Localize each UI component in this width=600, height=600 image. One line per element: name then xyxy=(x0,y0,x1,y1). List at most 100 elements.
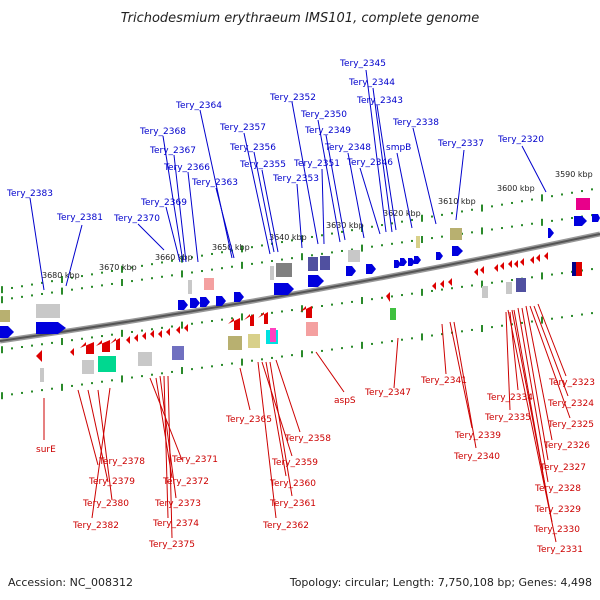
ruler-dot xyxy=(411,218,413,221)
ruler-tick xyxy=(181,321,183,329)
gene-label: Tery_2382 xyxy=(72,521,119,531)
ruler-tick xyxy=(121,279,123,287)
ruler-dot xyxy=(71,276,73,279)
ruler-tick xyxy=(301,305,303,313)
ruler-dot xyxy=(151,373,153,376)
ruler-dot xyxy=(351,345,353,348)
ruler-tick xyxy=(541,218,543,226)
ruler-label-3670: 3670 kbp xyxy=(99,263,137,272)
ruler-tick xyxy=(181,367,183,375)
gene-label: Tery_2361 xyxy=(269,499,316,509)
ruler-dot xyxy=(471,328,473,331)
ruler-dot xyxy=(111,333,113,336)
ruler-tick xyxy=(181,270,183,278)
ruler-dot xyxy=(461,330,463,333)
ruler-dot xyxy=(341,230,343,233)
gene-label: Tery_2364 xyxy=(175,101,222,111)
gene-label: Tery_2355 xyxy=(239,160,286,170)
ruler-tick xyxy=(241,358,243,366)
gene-label: Tery_2343 xyxy=(356,96,403,106)
gene-label: Tery_2375 xyxy=(148,540,195,550)
ruler-dot xyxy=(51,280,53,283)
ruler-dot xyxy=(561,218,563,221)
forward-features xyxy=(0,198,600,338)
ruler-dots-upper xyxy=(1,188,593,294)
ruler-tick xyxy=(361,341,363,349)
gene-label: Tery_2325 xyxy=(547,420,594,430)
ruler-dot xyxy=(271,311,273,314)
ruler-tick xyxy=(421,214,423,222)
ruler-dot xyxy=(371,298,373,301)
ruler-dot xyxy=(51,291,53,294)
gene-label: Tery_2357 xyxy=(219,123,266,133)
ruler-dot xyxy=(371,225,373,228)
map-title: Trichodesmium erythraeum IMS101, complet… xyxy=(121,11,480,26)
ruler-dot xyxy=(171,370,173,373)
ruler-dot xyxy=(451,212,453,215)
ruler-dot xyxy=(21,285,23,288)
ruler-dot xyxy=(351,229,353,232)
ruler-dot xyxy=(521,321,523,324)
ruler-dot xyxy=(581,190,583,193)
callout-lines-forward xyxy=(29,69,547,291)
ruler-dot xyxy=(511,201,513,204)
ruler-tick xyxy=(301,235,303,243)
ruler-dot xyxy=(521,200,523,203)
ruler-dot xyxy=(321,304,323,307)
ruler-dot xyxy=(91,382,93,385)
ruler-tick xyxy=(481,280,483,288)
ruler-dot xyxy=(291,354,293,357)
ruler-dot xyxy=(381,296,383,299)
ruler-dot xyxy=(291,309,293,312)
ruler-dot xyxy=(461,285,463,288)
ruler-dot xyxy=(201,270,203,273)
ruler-dot xyxy=(31,344,33,347)
ruler-dot xyxy=(501,280,503,283)
ruler-tick xyxy=(121,375,123,383)
ruler-dot xyxy=(101,380,103,383)
ruler-dot xyxy=(381,244,383,247)
ruler-label-3590: 3590 kbp xyxy=(555,170,593,179)
ruler-dot xyxy=(491,205,493,208)
gene-label: Tery_2372 xyxy=(162,477,209,487)
backbone xyxy=(0,231,600,344)
ruler-dot xyxy=(11,347,13,350)
ruler-dot xyxy=(401,220,403,223)
ruler-dot xyxy=(71,288,73,291)
ruler-dot xyxy=(161,261,163,264)
ruler-dot xyxy=(41,281,43,284)
ruler-dot xyxy=(201,321,203,324)
ruler-dot xyxy=(131,330,133,333)
ruler-dot xyxy=(81,383,83,386)
ruler-label-3620: 3620 kbp xyxy=(383,209,421,218)
ruler-dot xyxy=(331,232,333,235)
ruler-dot xyxy=(511,279,513,282)
ruler-dot xyxy=(341,347,343,350)
ruler-dot xyxy=(31,294,33,297)
ruler-tick xyxy=(301,350,303,358)
ruler-dot xyxy=(151,263,153,266)
ruler-dot xyxy=(211,268,213,271)
ruler-dot xyxy=(441,288,443,291)
ruler-dot xyxy=(91,273,93,276)
gene-label: Tery_2349 xyxy=(304,126,351,136)
ruler-dot xyxy=(501,203,503,206)
ruler-tick xyxy=(61,338,63,346)
ruler-dot xyxy=(201,366,203,369)
ruler-tick xyxy=(481,325,483,333)
gene-label: Tery_2373 xyxy=(154,499,201,509)
gene-label: Tery_2340 xyxy=(453,452,500,462)
reverse-gene-labels: surE Tery_2378 Tery_2379 Tery_2380 Tery_… xyxy=(36,376,595,555)
ruler-dot xyxy=(211,320,213,323)
ruler-dot xyxy=(281,310,283,313)
lane-dots-forward xyxy=(1,214,593,304)
gene-label: Tery_2334 xyxy=(486,393,533,403)
ruler-dot xyxy=(341,302,343,305)
gene-label: Tery_2338 xyxy=(392,118,439,128)
gene-label: Tery_2352 xyxy=(269,93,316,103)
ruler-dot xyxy=(281,355,283,358)
ruler-dot xyxy=(311,235,313,238)
ruler-dot xyxy=(41,389,43,392)
ruler-dot xyxy=(571,314,573,317)
gene-label: Tery_2329 xyxy=(534,505,581,515)
